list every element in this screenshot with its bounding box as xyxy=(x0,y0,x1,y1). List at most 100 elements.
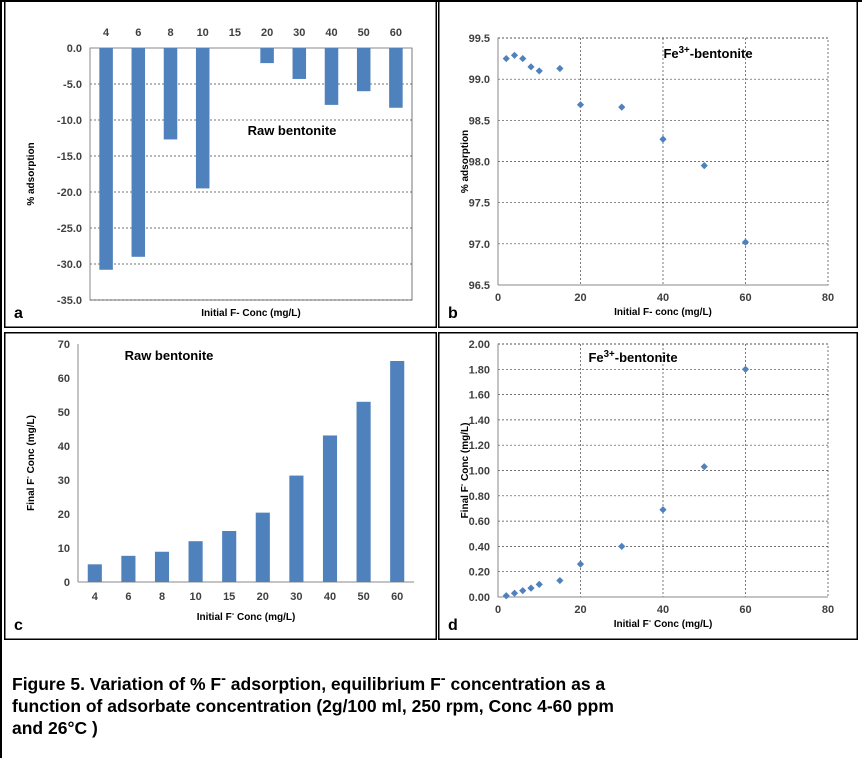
panel-d-ytick-label: 1.60 xyxy=(469,390,490,402)
panel-a-bar xyxy=(99,48,113,270)
panel-c-category-label: 50 xyxy=(357,591,369,603)
panel-c-category-label: 8 xyxy=(159,591,165,603)
panel-b-border xyxy=(438,0,858,328)
caption-line1b: adsorption, equilibrium F xyxy=(225,673,441,694)
panel-d-ytick-label: 2.00 xyxy=(469,339,490,351)
panel-d-data-point xyxy=(618,542,626,550)
panel-b-ytick-label: 96.5 xyxy=(469,280,490,292)
caption-sup2: - xyxy=(440,671,446,687)
panel-b-data-point xyxy=(700,162,708,170)
panel-b-annotation: Fe3+-bentonite xyxy=(663,45,752,62)
panel-c-border xyxy=(4,332,437,640)
panel-b-data-point xyxy=(556,64,564,73)
chart-panel-d: 0.00 0.20 0.40 0.60 0.80 1.00 1.20 1.40 1.60 1.80… xyxy=(438,332,858,640)
panel-c-category-label: 30 xyxy=(290,591,302,603)
panel-c-ytick-label: 20 xyxy=(58,509,70,521)
panel-a-bar xyxy=(324,48,339,105)
panel-b-ytick-label: 99.5 xyxy=(469,33,490,45)
panel-d-data-point xyxy=(700,463,708,471)
panel-a-letter: a xyxy=(14,305,23,322)
panel-a-bar xyxy=(195,48,210,189)
panel-b-xtick-label: 0 xyxy=(495,292,501,304)
panel-a-ytick-label: 0.0 xyxy=(67,43,82,55)
panel-b-data-point xyxy=(576,101,585,109)
caption-line1: Figure 5. Variation of % F xyxy=(12,673,222,694)
panel-a-x-axis-label: Initial F- Conc (mg/L) xyxy=(201,308,300,319)
caption-line1c: concentration as a xyxy=(445,673,606,694)
panel-a-category-label: 10 xyxy=(197,27,209,39)
panel-c-ytick-label: 0 xyxy=(64,577,70,589)
panel-b-data-point xyxy=(659,135,667,143)
panel-a-annotation: Raw bentonite xyxy=(248,123,337,138)
panel-d-xtick-label: 20 xyxy=(574,604,586,616)
panel-d-ytick-label: 0.80 xyxy=(469,491,490,503)
panel-c-category-label: 10 xyxy=(189,591,201,603)
panel-a-category-label: 50 xyxy=(358,27,370,39)
panel-c-ytick-label: 10 xyxy=(58,543,70,555)
panel-c-bar xyxy=(222,531,237,582)
panel-a-ytick-label: -25.0 xyxy=(57,223,82,235)
panel-a-category-label: 30 xyxy=(293,27,305,39)
panel-a-category-label: 40 xyxy=(325,27,337,39)
caption-line2: function of adsorbate concentration (2g/… xyxy=(12,695,614,716)
chart-panel-a: 0.0 -5.0 -10.0 -15.0 -20.0 -25.0 -30.0 -35.0 % a… xyxy=(4,0,437,328)
figure-caption: Figure 5. Variation of % F - adsorption, … xyxy=(12,668,860,739)
panel-c-bar xyxy=(154,551,170,582)
panel-b-data-point xyxy=(535,67,543,75)
panel-a-bar xyxy=(389,48,403,108)
panel-d-data-point xyxy=(502,592,510,600)
caption-line3: and 26°C ) xyxy=(12,717,98,738)
panel-b-ytick-label: 98.0 xyxy=(469,157,490,169)
panel-d-xtick-label: 40 xyxy=(657,604,669,616)
panel-b-xtick-label: 20 xyxy=(574,292,586,304)
panel-b-data-point xyxy=(510,51,519,59)
panel-c-category-label: 4 xyxy=(92,591,99,603)
panel-b-data-point xyxy=(519,54,527,63)
panel-c-bar xyxy=(188,541,203,582)
panel-a-ytick-label: -10.0 xyxy=(57,115,82,127)
panel-d-data-point xyxy=(519,587,527,595)
panel-a-ytick-label: -15.0 xyxy=(57,151,82,163)
figure-border-left xyxy=(0,0,2,758)
panel-a-border xyxy=(4,0,437,328)
panel-a-category-label: 60 xyxy=(390,27,402,39)
panel-b-data-point xyxy=(527,63,535,71)
panel-d-xtick-label: 0 xyxy=(495,604,501,616)
panel-c-bar xyxy=(322,435,338,582)
chart-panel-c: 0 10 20 30 40 50 60 70 Final F- Conc (mg/L) 4 6 8 10… xyxy=(4,332,437,640)
panel-b-ytick-label: 97.0 xyxy=(469,239,490,251)
panel-d-xtick-label: 60 xyxy=(739,604,751,616)
panel-a-bar xyxy=(356,48,371,92)
panel-a-category-label: 6 xyxy=(135,27,141,39)
panel-c-y-axis-label: Final F- Conc (mg/L) xyxy=(23,415,38,511)
panel-a-category-label: 15 xyxy=(229,27,241,39)
panel-d-letter: d xyxy=(448,617,458,634)
panel-a-ytick-label: -35.0 xyxy=(57,295,82,307)
panel-c-letter: c xyxy=(14,617,23,634)
panel-c-annotation: Raw bentonite xyxy=(125,348,214,363)
panel-b-y-axis-label: % adsorption xyxy=(460,130,471,193)
panel-c-bar xyxy=(390,361,405,582)
panel-a-category-label: 20 xyxy=(261,27,273,39)
panel-b-ytick-label: 99.0 xyxy=(469,74,490,86)
panel-b-letter: b xyxy=(448,305,458,322)
panel-d-data-point xyxy=(576,560,585,568)
panel-c-category-label: 60 xyxy=(391,591,403,603)
panel-d-ytick-label: 0.20 xyxy=(469,567,490,579)
panel-d-ytick-label: 0.00 xyxy=(469,592,490,604)
panel-d-y-axis-label: Final F- Conc (mg/L) xyxy=(457,423,472,519)
panel-d-data-point xyxy=(535,580,543,588)
panel-c-bar xyxy=(255,512,270,582)
panel-c-category-label: 15 xyxy=(223,591,235,603)
panel-d-border xyxy=(438,332,858,640)
panel-c-category-label: 20 xyxy=(257,591,269,603)
panel-c-bar xyxy=(356,401,371,582)
panel-d-ytick-label: 1.80 xyxy=(469,364,490,376)
panel-a-bar xyxy=(131,48,146,257)
panel-d-ytick-label: 1.40 xyxy=(469,415,490,427)
panel-a-bar xyxy=(292,48,307,79)
panel-b-x-axis-label: Initial F- conc (mg/L) xyxy=(614,307,712,318)
panel-a-y-axis-label: % adsorption xyxy=(26,142,37,205)
panel-d-ytick-label: 0.40 xyxy=(469,541,490,553)
